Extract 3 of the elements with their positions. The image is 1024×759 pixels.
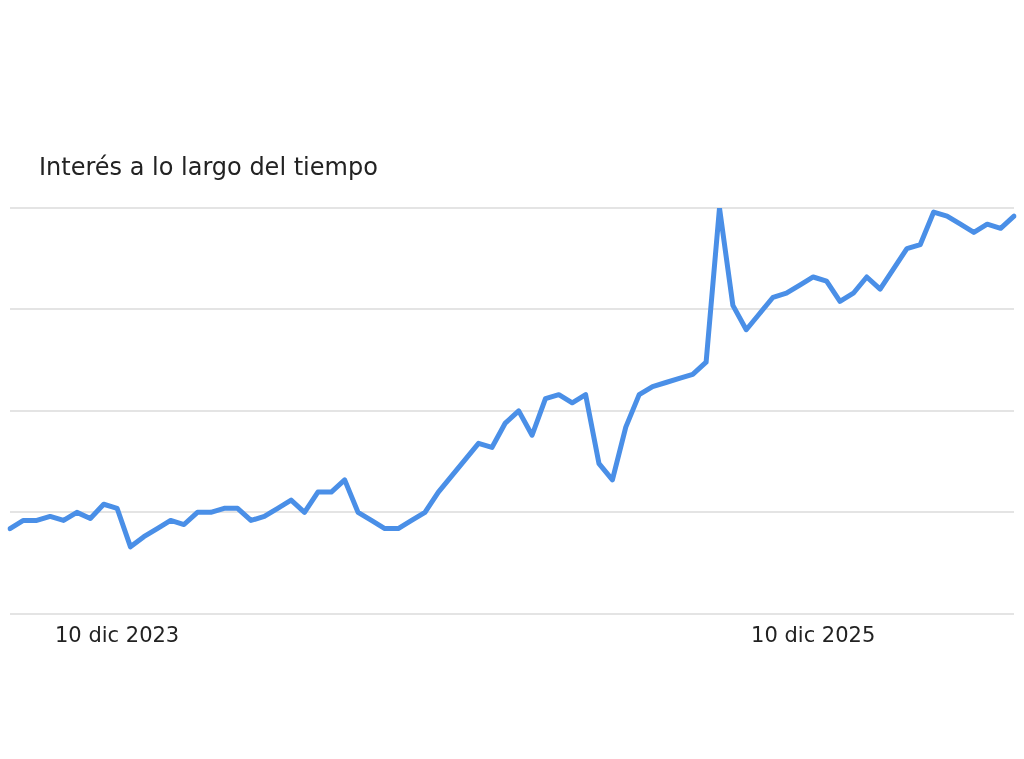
chart-title: Interés a lo largo del tiempo — [39, 153, 378, 181]
x-tick-label: 10 dic 2023 — [54, 622, 180, 647]
x-tick-label: 10 dic 2025 — [751, 622, 876, 647]
